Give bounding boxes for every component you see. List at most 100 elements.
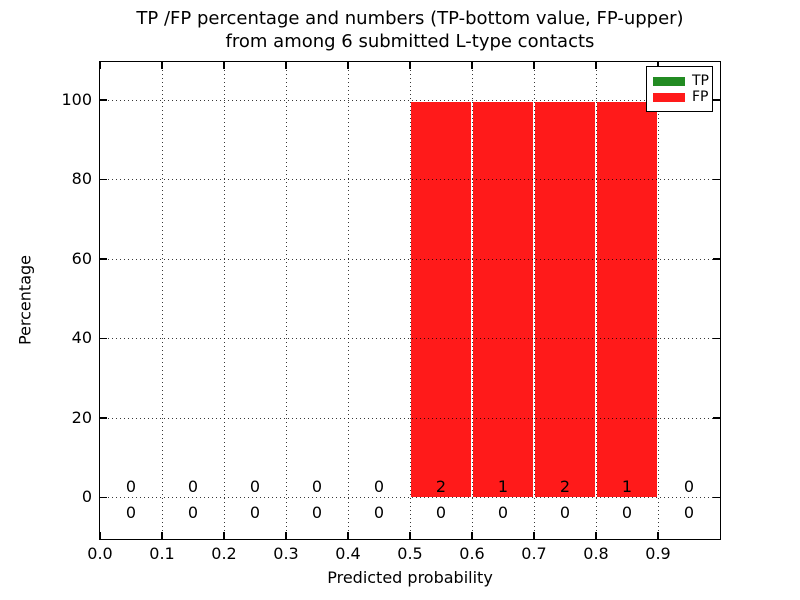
- legend: TP FP: [646, 66, 713, 112]
- x-tick-mark-top: [347, 62, 349, 69]
- fp-count-label: 1: [621, 477, 633, 497]
- x-tick-mark-top: [533, 62, 535, 69]
- y-tick-mark-left: [100, 99, 107, 101]
- grid-line-horizontal: [100, 258, 720, 260]
- tp-color-swatch: [653, 76, 685, 86]
- y-tick-label: 0: [81, 487, 92, 507]
- plot-area: [99, 61, 721, 540]
- y-tick-label: 20: [71, 407, 92, 427]
- x-tick-mark-bottom: [223, 532, 225, 539]
- y-tick-mark-right: [713, 417, 720, 419]
- fp-bar: [473, 101, 533, 498]
- y-tick-mark-left: [100, 178, 107, 180]
- x-tick-mark-bottom: [99, 532, 101, 539]
- legend-item-fp: FP: [653, 89, 709, 105]
- x-tick-label: 0.4: [335, 544, 361, 563]
- legend-label-fp: FP: [692, 89, 709, 105]
- x-tick-label: 0.0: [87, 544, 113, 563]
- grid-line-vertical: [534, 62, 535, 539]
- grid-line-horizontal: [100, 497, 720, 499]
- fp-count-label: 0: [125, 477, 137, 497]
- x-tick-mark-top: [657, 62, 659, 69]
- y-tick-label: 40: [71, 328, 92, 348]
- y-tick-mark-left: [100, 417, 107, 419]
- grid-line-horizontal: [100, 179, 720, 181]
- legend-item-tp: TP: [653, 73, 709, 89]
- fp-bar: [597, 101, 657, 498]
- tp-count-label: 0: [373, 503, 385, 523]
- y-tick-mark-left: [100, 258, 107, 260]
- fp-bar: [535, 101, 595, 498]
- x-tick-mark-bottom: [161, 532, 163, 539]
- grid-line-vertical: [596, 62, 597, 539]
- tp-count-label: 0: [435, 503, 447, 523]
- fp-count-label: 0: [373, 477, 385, 497]
- y-tick-mark-left: [100, 496, 107, 498]
- x-tick-label: 0.3: [273, 544, 299, 563]
- y-tick-mark-right: [713, 496, 720, 498]
- x-tick-mark-top: [223, 62, 225, 69]
- grid-line-vertical: [162, 62, 163, 539]
- grid-line-horizontal: [100, 99, 720, 101]
- tp-count-label: 0: [249, 503, 261, 523]
- y-tick-label: 100: [61, 89, 92, 109]
- x-tick-mark-bottom: [347, 532, 349, 539]
- x-tick-mark-bottom: [285, 532, 287, 539]
- x-tick-mark-top: [595, 62, 597, 69]
- grid-line-vertical: [410, 62, 411, 539]
- tp-count-label: 0: [187, 503, 199, 523]
- x-tick-mark-bottom: [657, 532, 659, 539]
- fp-count-label: 2: [559, 477, 571, 497]
- grid-line-vertical: [348, 62, 349, 539]
- legend-label-tp: TP: [692, 73, 709, 89]
- grid-line-horizontal: [100, 338, 720, 340]
- x-tick-mark-top: [285, 62, 287, 69]
- fp-count-label: 1: [497, 477, 509, 497]
- x-tick-label: 0.1: [149, 544, 175, 563]
- x-tick-mark-top: [161, 62, 163, 69]
- tp-count-label: 0: [125, 503, 137, 523]
- y-tick-label: 80: [71, 169, 92, 189]
- y-tick-mark-right: [713, 178, 720, 180]
- y-tick-mark-right: [713, 99, 720, 101]
- x-tick-mark-bottom: [595, 532, 597, 539]
- tp-count-label: 0: [621, 503, 633, 523]
- fp-count-label: 0: [249, 477, 261, 497]
- grid-line-vertical: [472, 62, 473, 539]
- fp-color-swatch: [653, 92, 685, 102]
- x-tick-mark-bottom: [409, 532, 411, 539]
- x-tick-label: 0.8: [583, 544, 609, 563]
- x-tick-mark-top: [409, 62, 411, 69]
- x-tick-label: 0.7: [521, 544, 547, 563]
- y-tick-mark-right: [713, 337, 720, 339]
- y-tick-mark-left: [100, 337, 107, 339]
- tp-count-label: 0: [497, 503, 509, 523]
- fp-count-label: 2: [435, 477, 447, 497]
- grid-line-vertical: [286, 62, 287, 539]
- x-tick-mark-top: [99, 62, 101, 69]
- fp-bar: [411, 101, 471, 498]
- chart-title-line2: from among 6 submitted L-type contacts: [225, 31, 595, 52]
- grid-line-vertical: [224, 62, 225, 539]
- x-tick-mark-top: [471, 62, 473, 69]
- y-tick-mark-right: [713, 258, 720, 260]
- chart-title-line1: TP /FP percentage and numbers (TP-bottom…: [136, 8, 684, 29]
- grid-line-vertical: [658, 62, 659, 539]
- fp-count-label: 0: [187, 477, 199, 497]
- fp-count-label: 0: [311, 477, 323, 497]
- x-tick-label: 0.2: [211, 544, 237, 563]
- y-tick-label: 60: [71, 248, 92, 268]
- tp-count-label: 0: [311, 503, 323, 523]
- fp-count-label: 0: [683, 477, 695, 497]
- x-tick-label: 0.6: [459, 544, 485, 563]
- chart-title: TP /FP percentage and numbers (TP-bottom…: [100, 7, 720, 53]
- tp-count-label: 0: [683, 503, 695, 523]
- y-axis-label: Percentage: [15, 254, 35, 346]
- x-tick-label: 0.5: [397, 544, 423, 563]
- grid-line-horizontal: [100, 417, 720, 419]
- x-tick-mark-bottom: [533, 532, 535, 539]
- x-axis-label: Predicted probability: [327, 568, 493, 587]
- x-tick-label: 0.9: [645, 544, 671, 563]
- tp-count-label: 0: [559, 503, 571, 523]
